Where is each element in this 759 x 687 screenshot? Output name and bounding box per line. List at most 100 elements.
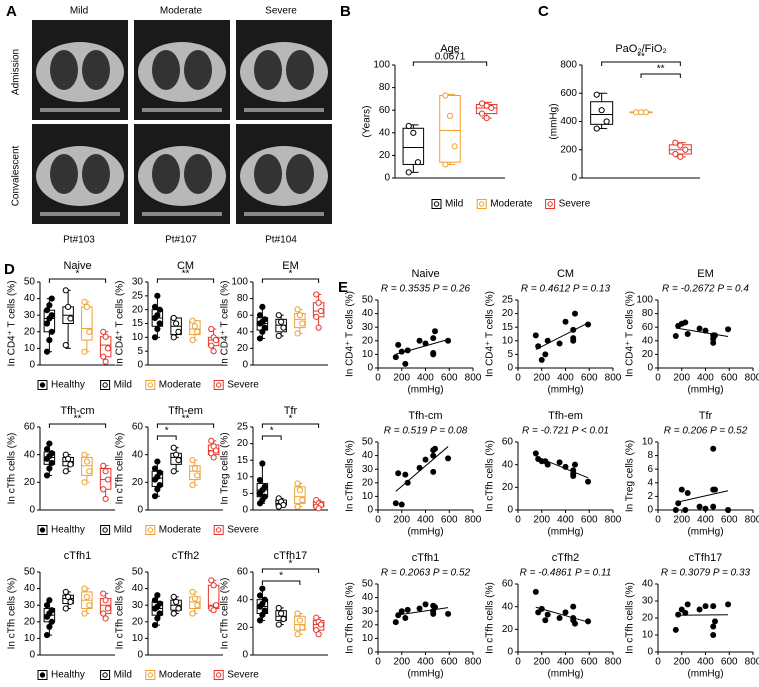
- significance-label: *: [289, 559, 293, 570]
- point: [212, 447, 220, 454]
- chart-title: EM: [697, 268, 714, 280]
- point: [416, 605, 423, 612]
- x-tick-label: 600: [441, 373, 458, 384]
- y-tick-label: 0: [242, 360, 248, 371]
- fit-line: [675, 327, 729, 338]
- chart-title: CM: [557, 268, 574, 280]
- legend-label: Healthy: [51, 380, 85, 391]
- point: [544, 611, 551, 618]
- point: [294, 610, 301, 617]
- y-tick-label: 30: [362, 322, 374, 333]
- point: [677, 142, 684, 149]
- point: [151, 465, 159, 472]
- point: [542, 351, 549, 358]
- point: [402, 471, 409, 478]
- y-tick-label: 0: [384, 173, 390, 184]
- point: [696, 606, 703, 613]
- point: [259, 303, 266, 310]
- ct-images: [32, 20, 332, 224]
- fit-line: [535, 322, 589, 351]
- point: [585, 618, 592, 625]
- point: [100, 486, 107, 493]
- legend-marker-dot: [216, 382, 222, 388]
- x-tick-label: 800: [465, 515, 482, 526]
- point: [315, 324, 322, 331]
- point: [210, 348, 217, 355]
- point: [156, 469, 163, 476]
- y-tick-label: 10: [362, 349, 374, 360]
- legend-marker-dot: [547, 201, 553, 207]
- significance-bracket: [412, 61, 488, 66]
- y-tick-label: 30: [132, 277, 144, 288]
- y-tick-label: 30: [362, 606, 374, 617]
- legend-label: Moderate: [159, 525, 202, 536]
- y-tick-label: 15: [132, 318, 144, 329]
- point: [261, 596, 268, 603]
- point: [572, 461, 578, 468]
- point: [102, 495, 109, 503]
- point: [677, 153, 684, 160]
- point: [170, 314, 177, 322]
- significance-label: **: [637, 52, 645, 63]
- point: [67, 315, 74, 322]
- point: [278, 610, 285, 617]
- y-tick-label: 40: [362, 308, 374, 319]
- box: [81, 306, 93, 341]
- panel-letter: D: [4, 261, 15, 278]
- significance-bracket: [48, 278, 107, 283]
- point: [261, 324, 268, 331]
- point: [189, 317, 196, 324]
- point: [395, 470, 402, 477]
- y-axis-label: In CD4⁺ T cells (%): [115, 280, 126, 366]
- point: [410, 129, 417, 136]
- point: [296, 486, 303, 494]
- point: [151, 303, 159, 310]
- y-tick-label: 40: [237, 326, 249, 337]
- point: [86, 328, 93, 335]
- point: [170, 468, 177, 475]
- point: [570, 615, 577, 621]
- point: [395, 341, 402, 348]
- point: [572, 620, 578, 627]
- y-axis-label: In cTfh cells (%): [625, 582, 636, 654]
- x-axis-label: (mmHg): [407, 527, 443, 538]
- point: [432, 445, 438, 452]
- significance-label: 0.0671: [435, 52, 466, 63]
- significance-bracket: [261, 568, 320, 573]
- chart-title: Tfh-cm: [60, 405, 94, 417]
- y-tick-label: 0: [647, 363, 653, 374]
- y-tick-label: 800: [560, 60, 577, 71]
- y-axis-label: In cTfh cells (%): [345, 582, 356, 654]
- point: [173, 451, 180, 458]
- point: [392, 354, 399, 361]
- patient-label: Pt#107: [165, 235, 197, 246]
- y-tick-label: 0: [137, 505, 143, 516]
- point: [725, 326, 732, 333]
- point: [46, 597, 53, 604]
- significance-label: *: [289, 269, 293, 280]
- y-tick-label: 50: [362, 579, 374, 590]
- legend-marker-dot: [216, 672, 222, 678]
- point: [294, 631, 301, 638]
- point: [194, 602, 201, 609]
- x-tick-label: 800: [605, 657, 622, 668]
- y-tick-label: 10: [237, 471, 249, 482]
- point: [48, 607, 55, 614]
- ct-body: [240, 146, 328, 206]
- point: [675, 500, 682, 507]
- x-axis-label: (mmHg): [547, 527, 583, 538]
- point: [532, 588, 539, 595]
- point: [102, 468, 109, 475]
- chart-title: cTfh17: [274, 550, 308, 562]
- point: [43, 446, 51, 453]
- chart-title: cTfh1: [412, 552, 440, 564]
- x-tick-label: 600: [581, 515, 598, 526]
- y-tick-label: 10: [24, 633, 36, 644]
- legend-label: Healthy: [51, 525, 85, 536]
- legend-label: Moderate: [159, 670, 202, 681]
- point: [556, 459, 563, 466]
- point: [256, 477, 264, 484]
- significance-label: *: [289, 414, 293, 425]
- point: [392, 619, 399, 626]
